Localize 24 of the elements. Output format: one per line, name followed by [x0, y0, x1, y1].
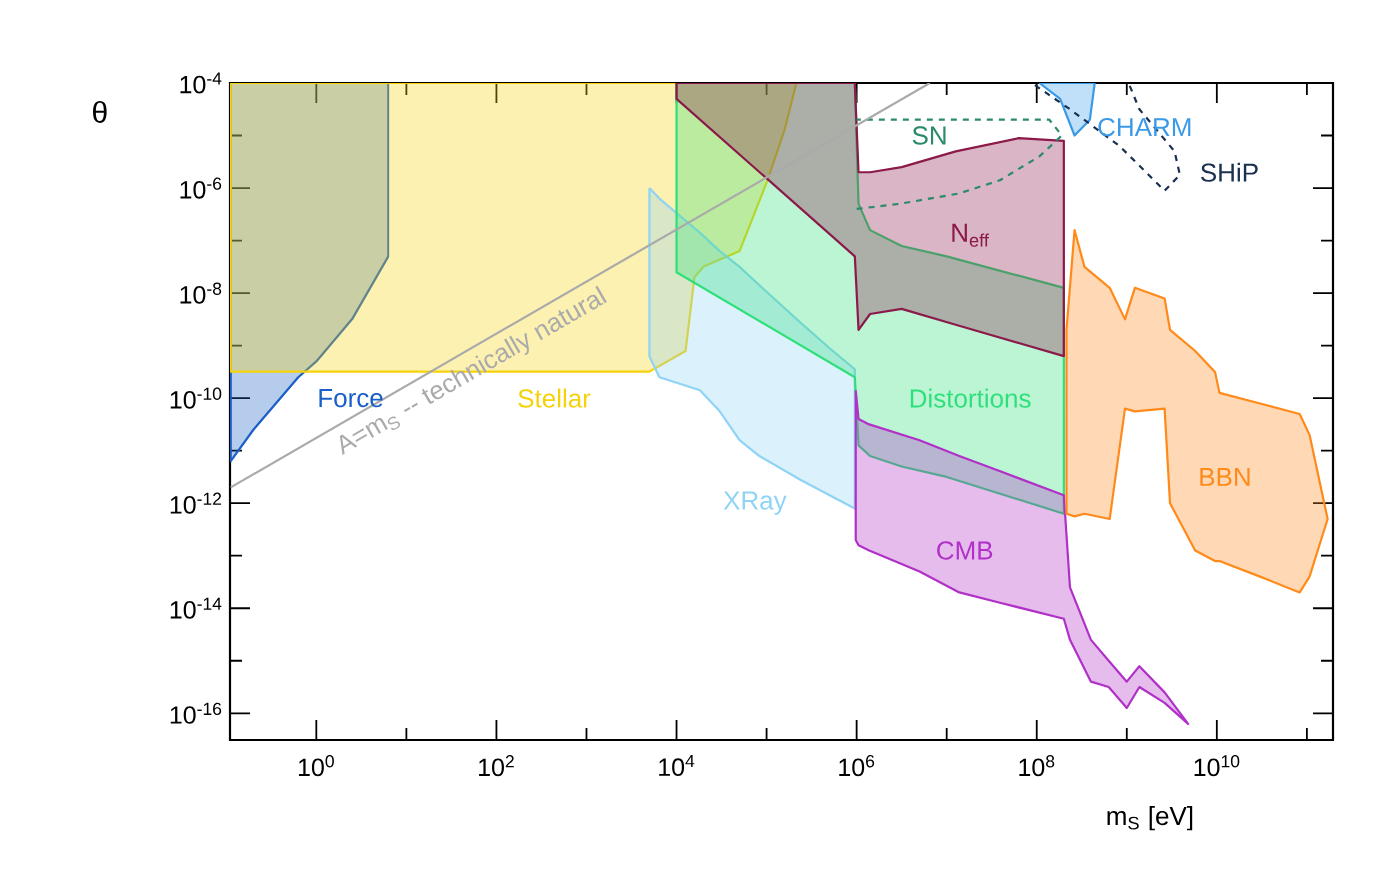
- legend-label: BBN: [1200, 467, 1250, 486]
- y-tick-label: 10$^{-14}$: [170, 597, 222, 619]
- legend-label: Force: [319, 389, 383, 408]
- y-axis-title: θ: [93, 100, 107, 123]
- y-tick-label: 10$^{-8}$: [180, 282, 222, 304]
- legend-label: Distortions: [910, 388, 1031, 408]
- x-tick-label: 10$^{4}$: [659, 755, 695, 777]
- x-tick-label: 10$^{2}$: [479, 755, 514, 777]
- legend-label: CMB: [937, 541, 993, 560]
- x-tick-label: 10$^{0}$: [298, 755, 334, 777]
- x-tick-label: 10$^{8}$: [1019, 755, 1055, 777]
- legend-label: CHARM: [1098, 117, 1191, 137]
- series-label: SHiP: [1201, 162, 1258, 182]
- x-tick-label: 10$^{6}$: [839, 755, 875, 777]
- y-tick-label: 10$^{-4}$: [180, 72, 222, 94]
- series-label: SN: [912, 126, 946, 145]
- x-tick-label: 10$^{10}$: [1194, 755, 1240, 777]
- y-tick-label: 10$^{-12}$: [170, 492, 222, 514]
- y-tick-label: 10$^{-6}$: [180, 177, 222, 199]
- legend-label: N$_{eff}$: [952, 223, 989, 247]
- x-axis-title: m$_{S}$ [eV]: [1107, 806, 1193, 831]
- y-tick-label: 10$^{-16}$: [170, 702, 222, 724]
- y-tick-label: 10$^{-10}$: [170, 387, 222, 409]
- legend-label: XRay: [723, 491, 787, 515]
